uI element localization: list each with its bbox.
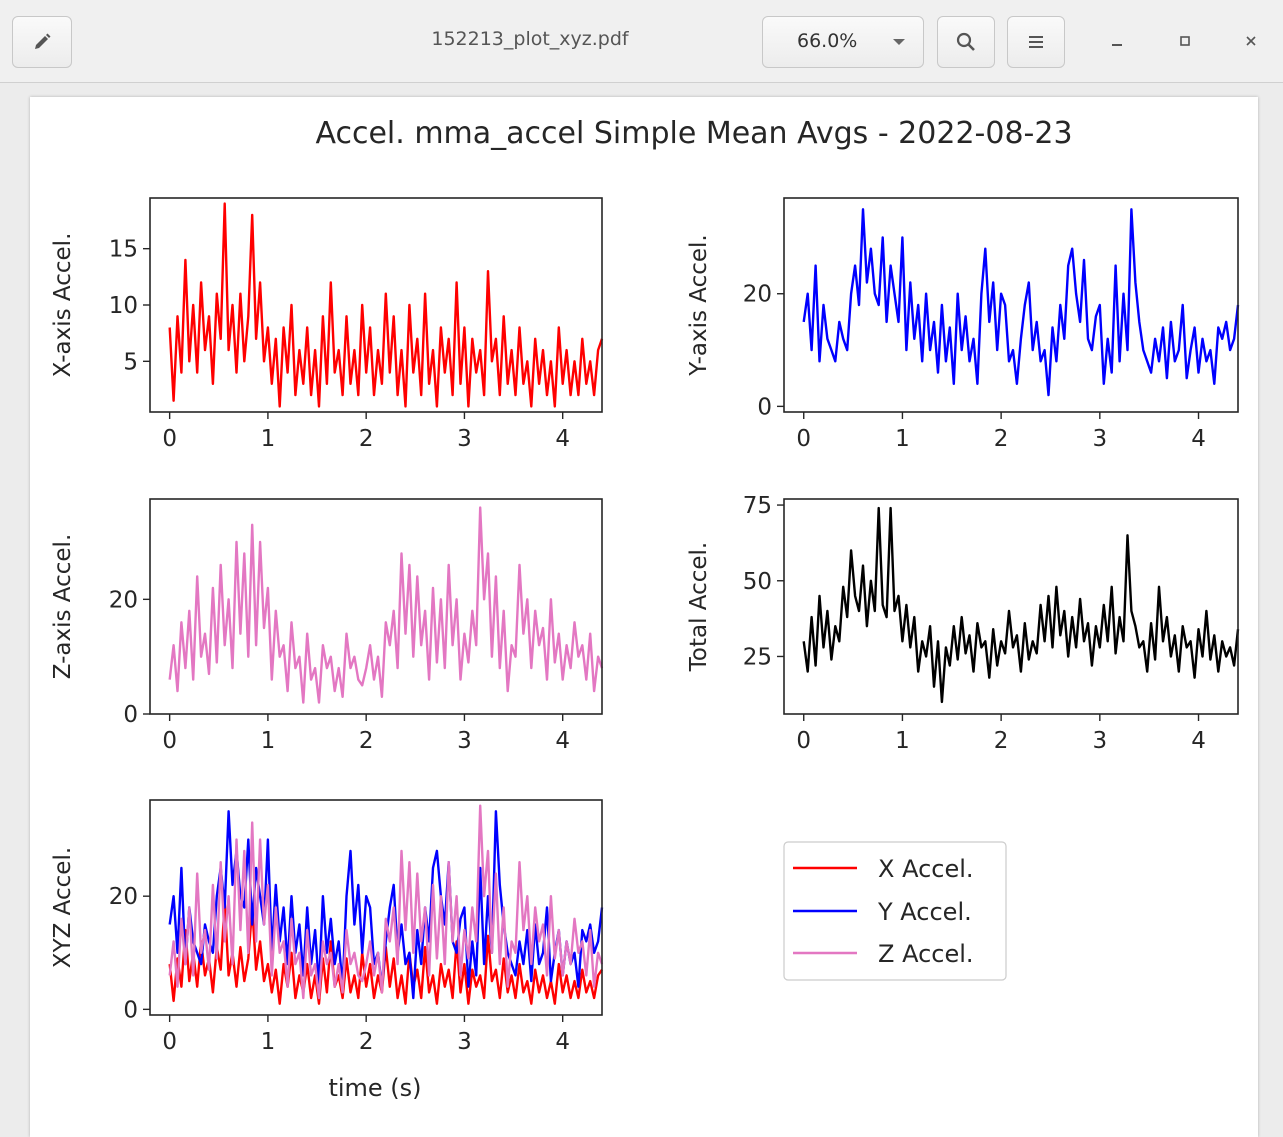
x-tick-label: 3 [1093, 426, 1108, 452]
x-tick-label: 0 [796, 728, 811, 754]
x-tick-label: 1 [895, 426, 910, 452]
series-line-3-1 [168, 506, 604, 704]
subplot-5: 0 1 2 3 4 0 20 XYZ Accel. [50, 799, 604, 1055]
y-tick-label: 5 [123, 349, 138, 375]
x-tick-label: 3 [457, 426, 472, 452]
series-line-4-1 [802, 506, 1240, 704]
maximize-icon [1180, 36, 1190, 46]
x-tick-label: 4 [555, 728, 570, 754]
x-axis-label: time (s) [328, 1074, 421, 1102]
x-tick-label: 0 [796, 426, 811, 452]
y-axis-label: XYZ Accel. [50, 847, 76, 968]
minimize-button[interactable] [1102, 26, 1132, 56]
plot-frame [149, 498, 603, 715]
x-tick-label: 3 [1093, 728, 1108, 754]
x-tick-label: 4 [1191, 728, 1206, 754]
x-tick-label: 2 [994, 728, 1009, 754]
y-tick-label: 50 [743, 569, 772, 595]
maximize-button[interactable] [1170, 26, 1200, 56]
legend-label-x: X Accel. [878, 855, 974, 883]
y-tick-label: 75 [743, 493, 772, 519]
plot-frame [149, 799, 603, 1016]
pencil-icon [35, 33, 51, 49]
chevron-down-icon [893, 39, 905, 45]
x-tick-label: 0 [162, 1029, 177, 1055]
menu-button[interactable] [1007, 16, 1065, 68]
x-tick-label: 4 [555, 426, 570, 452]
x-tick-label: 3 [457, 1029, 472, 1055]
y-tick-label: 20 [109, 884, 138, 910]
subplot-3: 0 1 2 3 4 0 20 Z-axis Accel. [50, 498, 604, 754]
x-tick-label: 2 [359, 728, 374, 754]
y-tick-label: 10 [109, 293, 138, 319]
series-line-2-1 [802, 208, 1240, 397]
subplot-1: 0 1 2 3 4 5 10 15 X-axis Accel. [50, 197, 604, 452]
title-bar: 152213_plot_xyz.pdf 66.0% [0, 0, 1283, 83]
y-tick-label: 15 [109, 237, 138, 263]
minimize-icon [1112, 44, 1122, 46]
hamburger-menu-icon [1029, 36, 1043, 48]
x-tick-label: 2 [994, 426, 1009, 452]
y-tick-label: 20 [743, 282, 772, 308]
x-tick-label: 4 [1191, 426, 1206, 452]
y-tick-label: 0 [757, 394, 772, 420]
close-icon [1246, 36, 1256, 46]
x-tick-label: 1 [261, 1029, 276, 1055]
x-tick-label: 2 [359, 426, 374, 452]
plot-frame [783, 197, 1239, 413]
subplot-4: 0 1 2 3 4 25 50 75 Total Accel. [686, 493, 1240, 754]
series-line-5-3 [168, 804, 604, 1000]
x-tick-label: 1 [895, 728, 910, 754]
figure-title: Accel. mma_accel Simple Mean Avgs - 2022… [315, 116, 1072, 151]
legend-label-z: Z Accel. [878, 940, 974, 968]
plot-frame [783, 498, 1239, 715]
series-line-1-1 [168, 202, 604, 408]
y-axis-label: Y-axis Accel. [686, 234, 712, 376]
legend-label-y: Y Accel. [877, 898, 972, 926]
edit-button[interactable] [12, 16, 72, 68]
zoom-value: 66.0% [797, 30, 858, 52]
subplot-2: 0 1 2 3 4 0 20 Y-axis Accel. [686, 197, 1240, 452]
y-axis-label: Total Accel. [686, 542, 712, 673]
x-tick-label: 1 [261, 426, 276, 452]
y-axis-label: X-axis Accel. [50, 233, 76, 378]
x-tick-label: 4 [555, 1029, 570, 1055]
zoom-select[interactable]: 66.0% [762, 16, 924, 68]
legend-frame [783, 841, 1007, 981]
y-axis-label: Z-axis Accel. [50, 534, 76, 680]
window-title: 152213_plot_xyz.pdf [431, 28, 629, 50]
y-tick-label: 0 [123, 997, 138, 1023]
x-tick-label: 1 [261, 728, 276, 754]
y-tick-label: 20 [109, 587, 138, 613]
x-tick-label: 3 [457, 728, 472, 754]
y-tick-label: 25 [743, 644, 772, 670]
close-button[interactable] [1236, 26, 1266, 56]
y-tick-label: 0 [123, 702, 138, 728]
x-tick-label: 0 [162, 728, 177, 754]
search-icon [956, 32, 975, 51]
legend: X Accel. Y Accel. Z Accel. [783, 841, 1007, 981]
x-tick-label: 2 [359, 1029, 374, 1055]
search-button[interactable] [937, 16, 995, 68]
x-tick-label: 0 [162, 426, 177, 452]
